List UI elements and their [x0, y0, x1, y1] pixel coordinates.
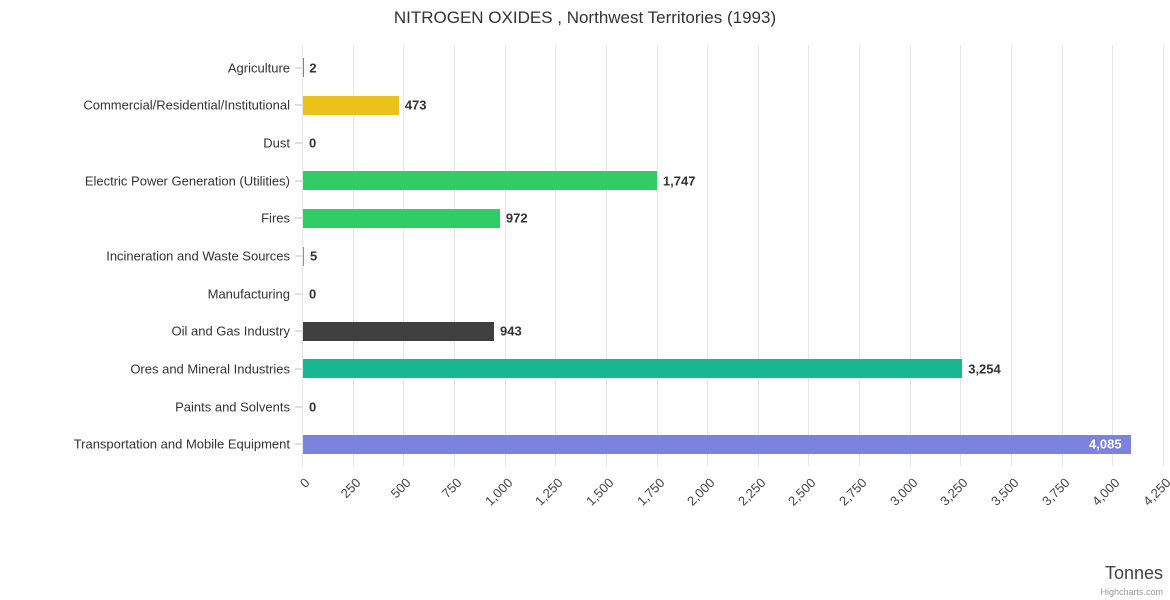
- gridline: [909, 45, 911, 466]
- category-label: Oil and Gas Industry: [171, 323, 291, 339]
- category-label: Manufacturing: [207, 286, 290, 302]
- gridline: [403, 45, 405, 466]
- bar[interactable]: [303, 321, 495, 341]
- category-label: Agriculture: [227, 60, 290, 76]
- gridline: [555, 45, 557, 466]
- gridline: [1061, 45, 1063, 466]
- gridline: [757, 45, 759, 466]
- y-axis-tick: [295, 406, 302, 408]
- y-axis-tick: [295, 180, 302, 182]
- bar[interactable]: [303, 246, 304, 266]
- x-axis-tick-label: 2,750: [836, 475, 870, 509]
- bar[interactable]: [303, 434, 1131, 454]
- gridline: [352, 45, 354, 466]
- value-label: 0: [309, 399, 317, 415]
- gridline: [1163, 45, 1164, 466]
- gridline: [605, 45, 607, 466]
- category-label: Commercial/Residential/Institutional: [83, 97, 290, 113]
- gridline: [707, 45, 709, 466]
- gridline: [1011, 45, 1013, 466]
- gridline: [656, 45, 658, 466]
- gridline: [808, 45, 810, 466]
- category-label: Paints and Solvents: [175, 399, 290, 415]
- category-label: Fires: [261, 210, 290, 226]
- bar[interactable]: [303, 95, 399, 115]
- y-axis-tick: [295, 67, 302, 69]
- value-label: 972: [505, 210, 528, 226]
- value-label: 5: [310, 248, 318, 264]
- y-axis-tick: [295, 293, 302, 295]
- y-axis-tick: [295, 142, 302, 144]
- bar[interactable]: [303, 359, 963, 379]
- gridline: [302, 45, 303, 466]
- x-axis-tick-label: 0: [296, 475, 313, 491]
- bar[interactable]: [303, 171, 657, 191]
- value-label: 4,085: [1089, 436, 1122, 452]
- x-axis-title: Tonnes: [1104, 563, 1163, 583]
- value-label: 3,254: [968, 361, 1001, 377]
- y-axis-tick: [295, 255, 302, 257]
- chart-title: NITROGEN OXIDES , Northwest Territories …: [393, 8, 777, 27]
- value-label: 473: [404, 97, 427, 113]
- y-axis-tick: [295, 330, 302, 332]
- category-label: Dust: [263, 135, 290, 151]
- bar[interactable]: [303, 58, 304, 78]
- gridline: [960, 45, 962, 466]
- y-axis-tick: [295, 368, 302, 370]
- value-label: 943: [500, 323, 522, 339]
- y-axis-tick: [295, 104, 302, 106]
- x-axis-tick-label: 3,500: [988, 475, 1022, 509]
- y-axis-tick: [295, 217, 302, 219]
- gridline: [453, 45, 455, 466]
- value-label: 2: [309, 60, 317, 76]
- value-label: 0: [309, 286, 317, 302]
- gridline: [859, 45, 861, 466]
- value-label: 0: [309, 135, 317, 151]
- category-label: Transportation and Mobile Equipment: [73, 436, 290, 452]
- gridline: [504, 45, 506, 466]
- category-label: Ores and Mineral Industries: [130, 361, 290, 377]
- x-axis-tick-label: 1,500: [582, 475, 617, 509]
- value-label: 1,747: [662, 173, 696, 189]
- x-axis-tick-label: 750: [438, 475, 465, 501]
- category-label: Electric Power Generation (Utilities): [84, 173, 290, 189]
- bar[interactable]: [303, 208, 500, 228]
- gridline: [1112, 45, 1114, 466]
- highcharts-credit[interactable]: Highcharts.com: [1100, 587, 1163, 597]
- category-label: Incineration and Waste Sources: [106, 248, 290, 264]
- y-axis-tick: [295, 443, 302, 445]
